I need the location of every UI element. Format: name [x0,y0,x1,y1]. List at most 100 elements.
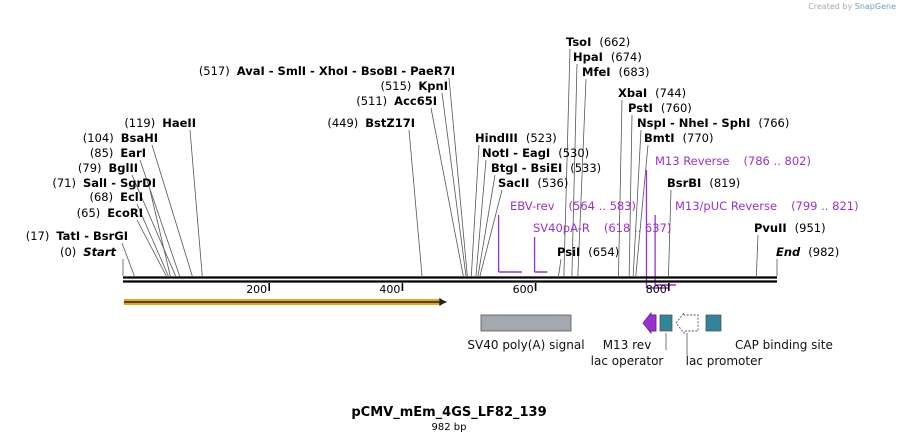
site-position: (515) [380,79,411,93]
enzyme-name: BglII [109,161,139,175]
features: SV40 poly(A) signal M13 rev lac operator la… [467,311,833,368]
feature-shape [480,314,572,332]
site-label-text: HpaI (674) [573,50,642,64]
leader-line [408,129,423,277]
feature-label: lac promoter [686,354,763,368]
site-position: (104) [83,131,114,145]
leader-line [668,189,672,277]
primer-range: (799 .. 821) [791,199,859,213]
enzyme-name: HaeII [162,116,196,130]
feature-shape [705,314,722,332]
leader-line [189,129,203,277]
primer-3: SV40pA-R (618 .. 637) [533,221,672,273]
enzyme-name: XbaI [618,86,647,100]
primer-label: EBV-rev (564 .. 583) [510,199,636,213]
leader-line [430,107,464,277]
feature-label: CAP binding site [735,338,833,352]
primer-2: EBV-rev (564 .. 583) [497,199,636,273]
site-label-right-10: NspI - NheI - SphI (766) [637,116,789,130]
site-label-right-13: PvuII (951) [754,221,826,235]
primer-1: M13/pUC Reverse (799 .. 821) [654,199,859,286]
site-label-text: XbaI (744) [618,86,686,100]
leader-line [149,189,171,277]
site-label-text: BtgI - BsiEI (533) [491,161,601,175]
orf-arrowhead [439,298,447,306]
snapgene-logo-text: SnapGene [854,2,896,11]
axis-tick-label: 800 [646,283,667,296]
enzyme-name: BsrBI [667,176,701,190]
site-label-left-11: (515) KpnI [380,79,448,93]
feature-3: lac promoter [675,311,763,368]
site-label-left-5: (79) BglII [78,161,138,175]
site-label-left-9: (449) BstZ17I [327,116,415,130]
site-label-right-11: BmtI (770) [644,131,713,145]
enzyme-name: TatI - BsrGI [56,229,128,243]
primer-label: M13 Reverse (786 .. 802) [655,154,811,168]
site-position: (760) [661,101,692,115]
sequence-name: pCMV_mEm_4GS_LF82_139 [351,405,546,420]
site-position: (79) [78,161,102,175]
site-position: (65) [77,206,101,220]
site-label-text: (515) KpnI [380,79,448,93]
enzyme-name: BmtI [644,131,675,145]
feature-label: lac operator [591,354,664,368]
site-label-left-12: (517) AvaI - SmlI - XhoI - BsoBI - PaeR7I [199,64,455,78]
site-label-text: (71) SalI - SgrDI [52,176,156,190]
site-label-text: NspI - NheI - SphI (766) [637,116,789,130]
site-label-text: (104) BsaHI [83,131,158,145]
site-label-right-4: PsiI (654) [557,245,619,259]
site-label-left-2: (65) EcoRI [77,206,143,220]
leader-line [131,174,176,277]
site-label-right-6: HpaI (674) [573,50,642,64]
enzyme-name: BstZ17I [365,116,415,130]
leader-line [563,48,571,277]
site-position: (17) [26,229,50,243]
site-label-right-0: HindIII (523) [475,131,557,145]
site-label-right-1: NotI - EagI (530) [482,146,589,160]
site-label-right-2: BtgI - BsiEI (533) [491,161,601,175]
feature-arrow-shape [675,311,699,335]
leader-line [475,159,487,277]
site-position: (71) [52,176,76,190]
site-position: (770) [683,131,714,145]
leader-line [632,129,642,277]
site-label-text: (511) Acc65I [356,94,437,108]
site-label-text: PvuII (951) [754,221,826,235]
enzyme-name: SacII [498,176,529,190]
site-label-text: PsiI (654) [557,245,619,259]
enzyme-name: AvaI - SmlI - XhoI - BsoBI - PaeR7I [237,64,455,78]
site-position: (511) [356,94,387,108]
site-label-left-8: (119) HaeII [124,116,196,130]
leader-line [479,189,503,277]
feature-label: SV40 poly(A) signal [467,338,584,352]
enzyme-name: NspI - NheI - SphI [637,116,750,130]
primer-range: (618 .. 637) [604,221,672,235]
site-label-text: HindIII (523) [475,131,557,145]
leader-line [448,77,468,277]
enzyme-name: TsoI [566,35,591,49]
site-label-left-0: (0) Start [60,245,117,259]
primer-name: M13 Reverse [655,154,729,168]
sequence-length: 982 bp [432,422,467,433]
enzyme-name: EarI [120,146,146,160]
primer-label: M13/pUC Reverse (799 .. 821) [675,199,859,213]
site-label-text: BmtI (770) [644,131,713,145]
primer-name: EBV-rev [510,199,555,213]
orf-arrow [124,298,447,306]
site-label-left-1: (17) TatI - BsrGI [26,229,128,243]
leader-line [136,219,167,277]
enzyme-name: BsaHI [121,131,158,145]
site-position: (536) [537,176,568,190]
site-label-right-9: PstI (760) [628,101,692,115]
site-label-text: PstI (760) [628,101,692,115]
site-label-text: End (982) [776,245,839,259]
site-position: (0) [60,245,76,259]
site-position: (654) [588,245,619,259]
primer-0: M13 Reverse (786 .. 802) [645,154,811,289]
enzyme-name: MfeI [582,65,611,79]
site-label-right-3: SacII (536) [498,176,568,190]
primers: M13 Reverse (786 .. 802) M13/pUC Reverse (7… [497,154,859,289]
site-position: (662) [599,35,630,49]
site-position: (85) [90,146,114,160]
